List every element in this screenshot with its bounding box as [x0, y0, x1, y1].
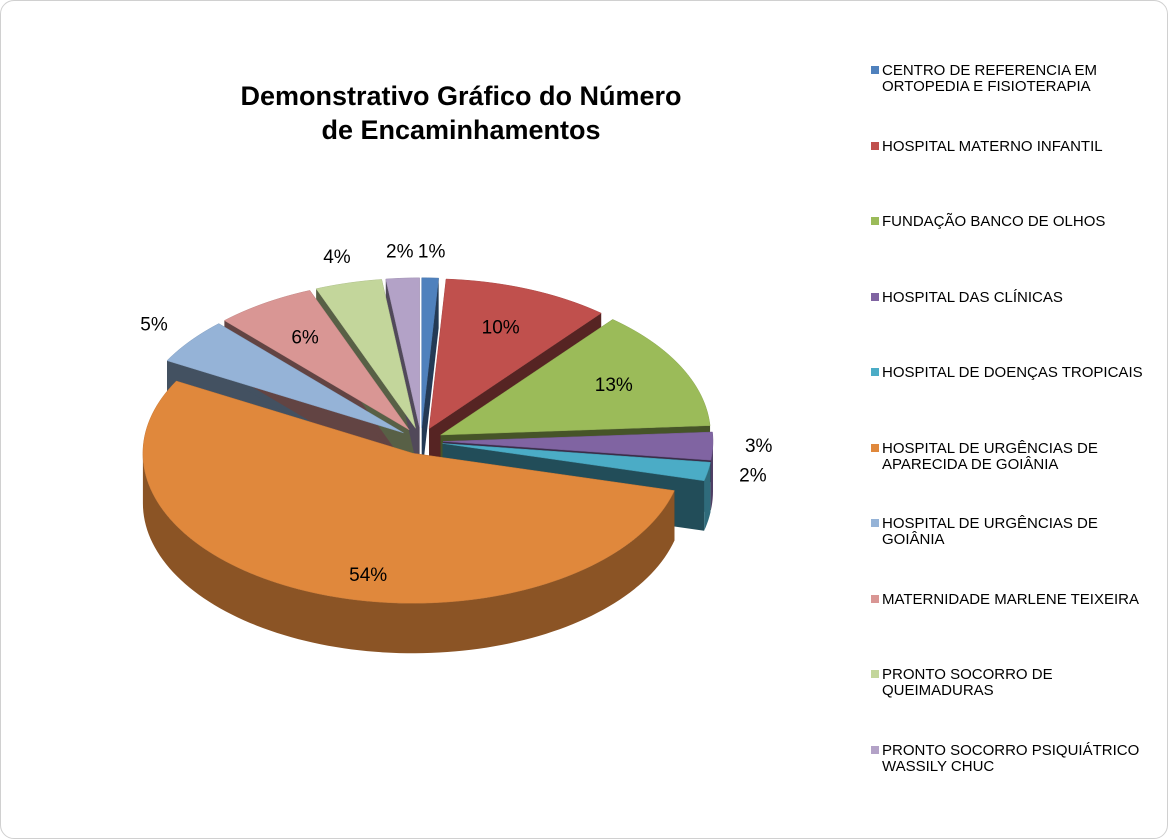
legend-label: HOSPITAL MATERNO INFANTIL	[882, 137, 1103, 155]
legend-swatch	[871, 443, 879, 452]
legend-entry: HOSPITAL DE DOENÇAS TROPICAIS	[871, 365, 1156, 381]
legend-swatch	[871, 66, 879, 74]
legend-entry: PRONTO SOCORRO PSIQUIÁTRICO WASSILY CHUC	[871, 741, 1156, 775]
legend-label: MATERNIDADE MARLENE TEIXEIRA	[882, 590, 1139, 608]
slice	[315, 279, 416, 429]
slice	[442, 443, 711, 482]
legend-label: HOSPITAL DE URGÊNCIAS DE APARECIDA DE GO…	[882, 439, 1098, 473]
slice	[385, 277, 420, 428]
legend-swatch	[871, 745, 879, 754]
legend-label: FUNDAÇÃO BANCO DE OLHOS	[882, 213, 1106, 230]
legend-entry: HOSPITAL DE URGÊNCIAS DE GOIÂNIA	[871, 516, 1156, 548]
slice-side	[421, 278, 439, 478]
slice	[166, 323, 404, 434]
legend-label: PRONTO SOCORRO DE QUEIMADURAS	[882, 666, 1053, 699]
legend-swatch	[871, 368, 879, 376]
data-label: 1%	[418, 241, 446, 262]
legend-swatch	[871, 519, 879, 527]
slice	[439, 319, 711, 436]
slice-tops	[142, 277, 714, 604]
legend-swatch	[871, 217, 879, 225]
legend-label: CENTRO DE REFERENCIA EM ORTOPEDIA E FISI…	[882, 62, 1098, 95]
slice	[442, 431, 714, 461]
legend-entry: FUNDAÇÃO BANCO DE OLHOS	[871, 214, 1156, 230]
legend-label: PRONTO SOCORRO PSIQUIÁTRICO WASSILY CHUC	[882, 741, 1140, 775]
data-label: 54%	[349, 565, 387, 586]
legend-entry: HOSPITAL MATERNO INFANTIL	[871, 137, 1156, 155]
data-label: 2%	[386, 242, 414, 263]
legend-entry: MATERNIDADE MARLENE TEIXEIRA	[871, 590, 1156, 608]
slice	[421, 277, 439, 428]
legend-label: HOSPITAL DAS CLÍNICAS	[882, 288, 1063, 306]
legend-entry: HOSPITAL DAS CLÍNICAS	[871, 288, 1156, 306]
legend-entry: PRONTO SOCORRO DE QUEIMADURAS	[871, 667, 1156, 699]
legend-label: HOSPITAL DE DOENÇAS TROPICAIS	[882, 364, 1143, 381]
data-label: 6%	[291, 328, 319, 349]
data-label: 4%	[323, 247, 351, 268]
legend-entry: HOSPITAL DE URGÊNCIAS DE APARECIDA DE GO…	[871, 439, 1156, 473]
data-label: 2%	[739, 465, 767, 486]
legend-swatch	[871, 292, 879, 301]
data-label: 3%	[745, 436, 773, 457]
slice	[428, 278, 602, 430]
chart-title: Demonstrativo Gráfico do Número de Encam…	[240, 81, 682, 145]
legend-swatch	[871, 670, 879, 678]
legend-swatch	[871, 141, 879, 150]
data-label: 10%	[482, 317, 520, 338]
slice-wall	[704, 462, 711, 531]
slice	[223, 290, 410, 431]
slice-wall	[142, 453, 675, 654]
legend-label: HOSPITAL DE URGÊNCIAS DE GOIÂNIA	[882, 515, 1098, 548]
slice	[142, 380, 675, 604]
data-label: 5%	[140, 314, 168, 335]
legend-entry: CENTRO DE REFERENCIA EM ORTOPEDIA E FISI…	[871, 63, 1156, 95]
legend-swatch	[871, 594, 879, 603]
data-label: 13%	[595, 375, 633, 396]
